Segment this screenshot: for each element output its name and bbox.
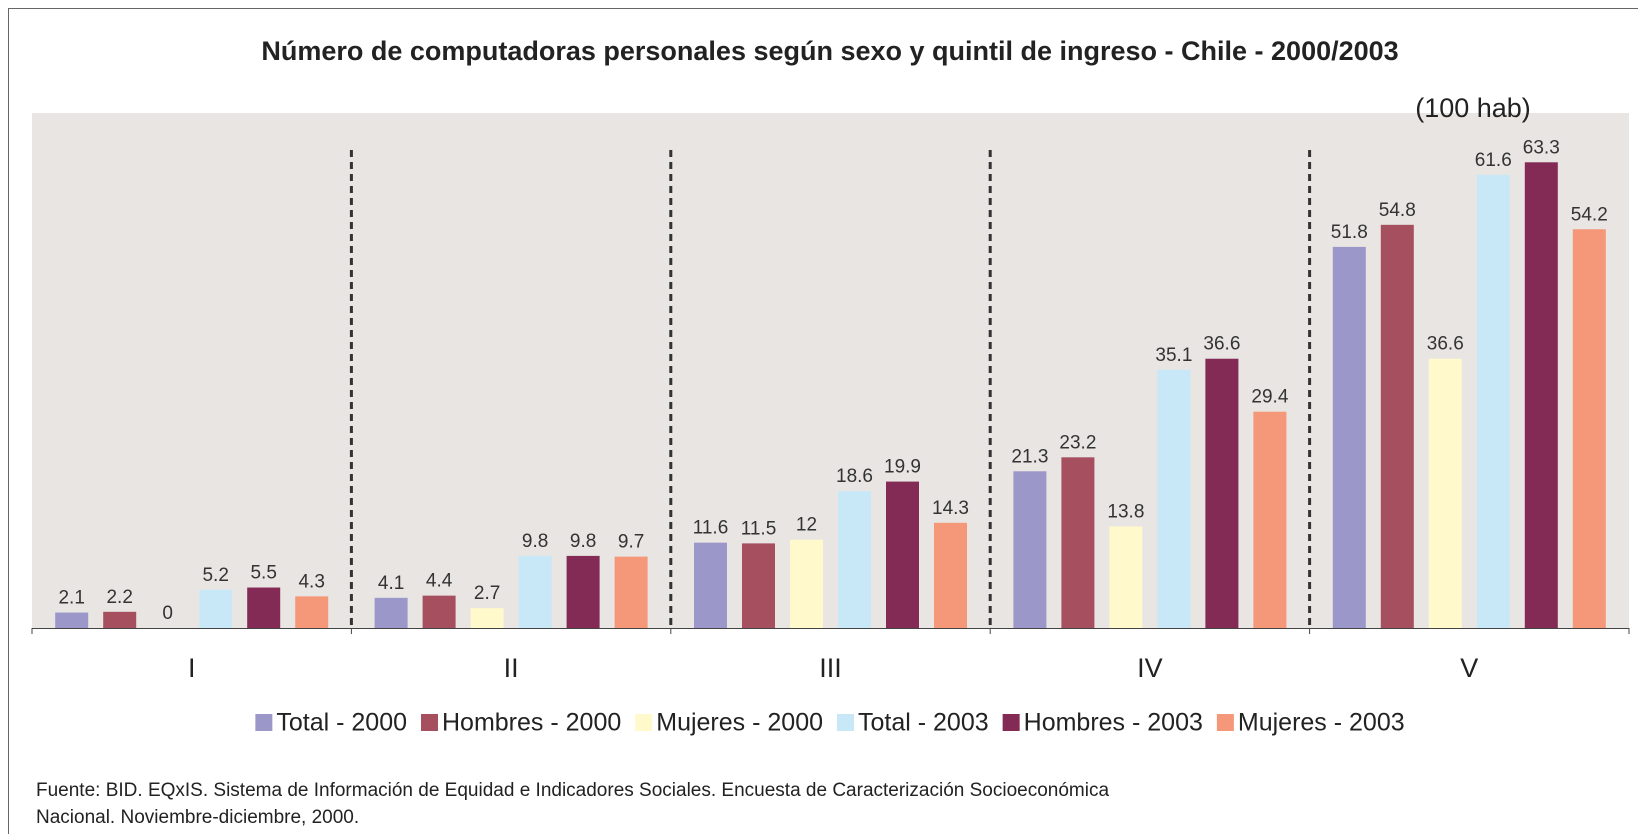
value-label: 35.1 bbox=[1155, 345, 1192, 366]
legend-label: Hombres - 2000 bbox=[442, 709, 621, 737]
bar bbox=[1157, 369, 1191, 628]
value-label: 18.6 bbox=[836, 466, 873, 487]
chart-title: Número de computadoras personales según … bbox=[261, 36, 1398, 66]
value-label: 13.8 bbox=[1107, 501, 1144, 522]
bar bbox=[103, 611, 137, 628]
value-label: 36.6 bbox=[1203, 334, 1240, 355]
bar bbox=[934, 522, 967, 628]
value-label: 0 bbox=[162, 603, 173, 624]
bar bbox=[374, 597, 408, 628]
value-label: 2.7 bbox=[474, 583, 500, 604]
value-label: 29.4 bbox=[1251, 387, 1288, 408]
value-label: 9.8 bbox=[570, 531, 596, 552]
bar bbox=[694, 542, 727, 628]
bar bbox=[55, 612, 89, 628]
bar bbox=[614, 556, 648, 628]
footnote: Fuente: BID. EQxIS. Sistema de Informaci… bbox=[36, 780, 1109, 801]
bar bbox=[1253, 411, 1287, 628]
legend-label: Total - 2000 bbox=[276, 709, 407, 737]
footnote: Nacional. Noviembre-diciembre, 2000. bbox=[36, 807, 359, 828]
value-label: 4.4 bbox=[426, 571, 453, 592]
bar bbox=[886, 481, 919, 628]
bar bbox=[838, 491, 871, 628]
bar bbox=[199, 589, 233, 628]
value-label: 4.1 bbox=[378, 573, 404, 594]
bar bbox=[1476, 174, 1510, 629]
x-tick-label: I bbox=[188, 653, 196, 683]
legend-label: Mujeres - 2003 bbox=[1238, 709, 1405, 737]
legend: Total - 2000 Hombres - 2000 Mujeres - 2000… bbox=[255, 709, 1405, 737]
value-label: 14.3 bbox=[932, 498, 969, 519]
x-tick-label: III bbox=[819, 653, 842, 683]
bar bbox=[1205, 358, 1239, 628]
legend-label: Hombres - 2003 bbox=[1024, 709, 1203, 737]
value-label: 19.9 bbox=[884, 457, 921, 478]
bar bbox=[566, 555, 600, 628]
bar bbox=[742, 543, 775, 628]
bar bbox=[422, 595, 456, 628]
value-label: 54.2 bbox=[1571, 204, 1608, 225]
x-tick-label: IV bbox=[1137, 653, 1163, 683]
value-label: 21.3 bbox=[1011, 446, 1048, 467]
value-label: 5.2 bbox=[202, 565, 228, 586]
value-label: 54.8 bbox=[1379, 200, 1416, 221]
value-label: 2.1 bbox=[58, 588, 84, 609]
legend-swatch bbox=[421, 714, 438, 731]
value-label: 51.8 bbox=[1331, 222, 1368, 243]
bar bbox=[1428, 358, 1462, 628]
legend-swatch bbox=[1216, 714, 1234, 731]
value-label: 11.5 bbox=[741, 518, 777, 539]
value-label: 2.2 bbox=[106, 587, 132, 608]
bar bbox=[1109, 526, 1143, 628]
legend-swatch bbox=[255, 714, 273, 731]
value-label: 63.3 bbox=[1523, 137, 1560, 158]
legend-label: Total - 2003 bbox=[858, 709, 989, 737]
bar bbox=[518, 555, 552, 628]
bar bbox=[470, 608, 504, 628]
value-label: 4.3 bbox=[298, 571, 324, 592]
legend-label: Mujeres - 2000 bbox=[656, 709, 823, 737]
legend-swatch bbox=[837, 714, 854, 731]
bar bbox=[790, 539, 823, 628]
x-tick-label: II bbox=[504, 653, 519, 683]
value-label: 23.2 bbox=[1059, 432, 1096, 453]
bar bbox=[1332, 246, 1366, 628]
bar bbox=[247, 587, 281, 628]
value-label: 36.6 bbox=[1427, 334, 1464, 355]
legend-swatch bbox=[1002, 714, 1020, 731]
annotation: (100 hab) bbox=[1415, 93, 1531, 123]
bar bbox=[1524, 162, 1558, 629]
bar bbox=[1061, 457, 1095, 628]
value-label: 11.6 bbox=[693, 518, 729, 539]
legend-swatch bbox=[635, 714, 653, 731]
value-label: 9.7 bbox=[618, 532, 644, 553]
bar bbox=[1380, 224, 1414, 629]
bar bbox=[1572, 229, 1606, 628]
value-label: 12 bbox=[796, 515, 817, 536]
value-label: 9.8 bbox=[522, 531, 548, 552]
value-label: 5.5 bbox=[250, 563, 276, 584]
bar bbox=[1013, 471, 1047, 628]
bar bbox=[295, 596, 329, 628]
value-label: 61.6 bbox=[1475, 150, 1512, 171]
x-tick-label: V bbox=[1460, 653, 1478, 683]
